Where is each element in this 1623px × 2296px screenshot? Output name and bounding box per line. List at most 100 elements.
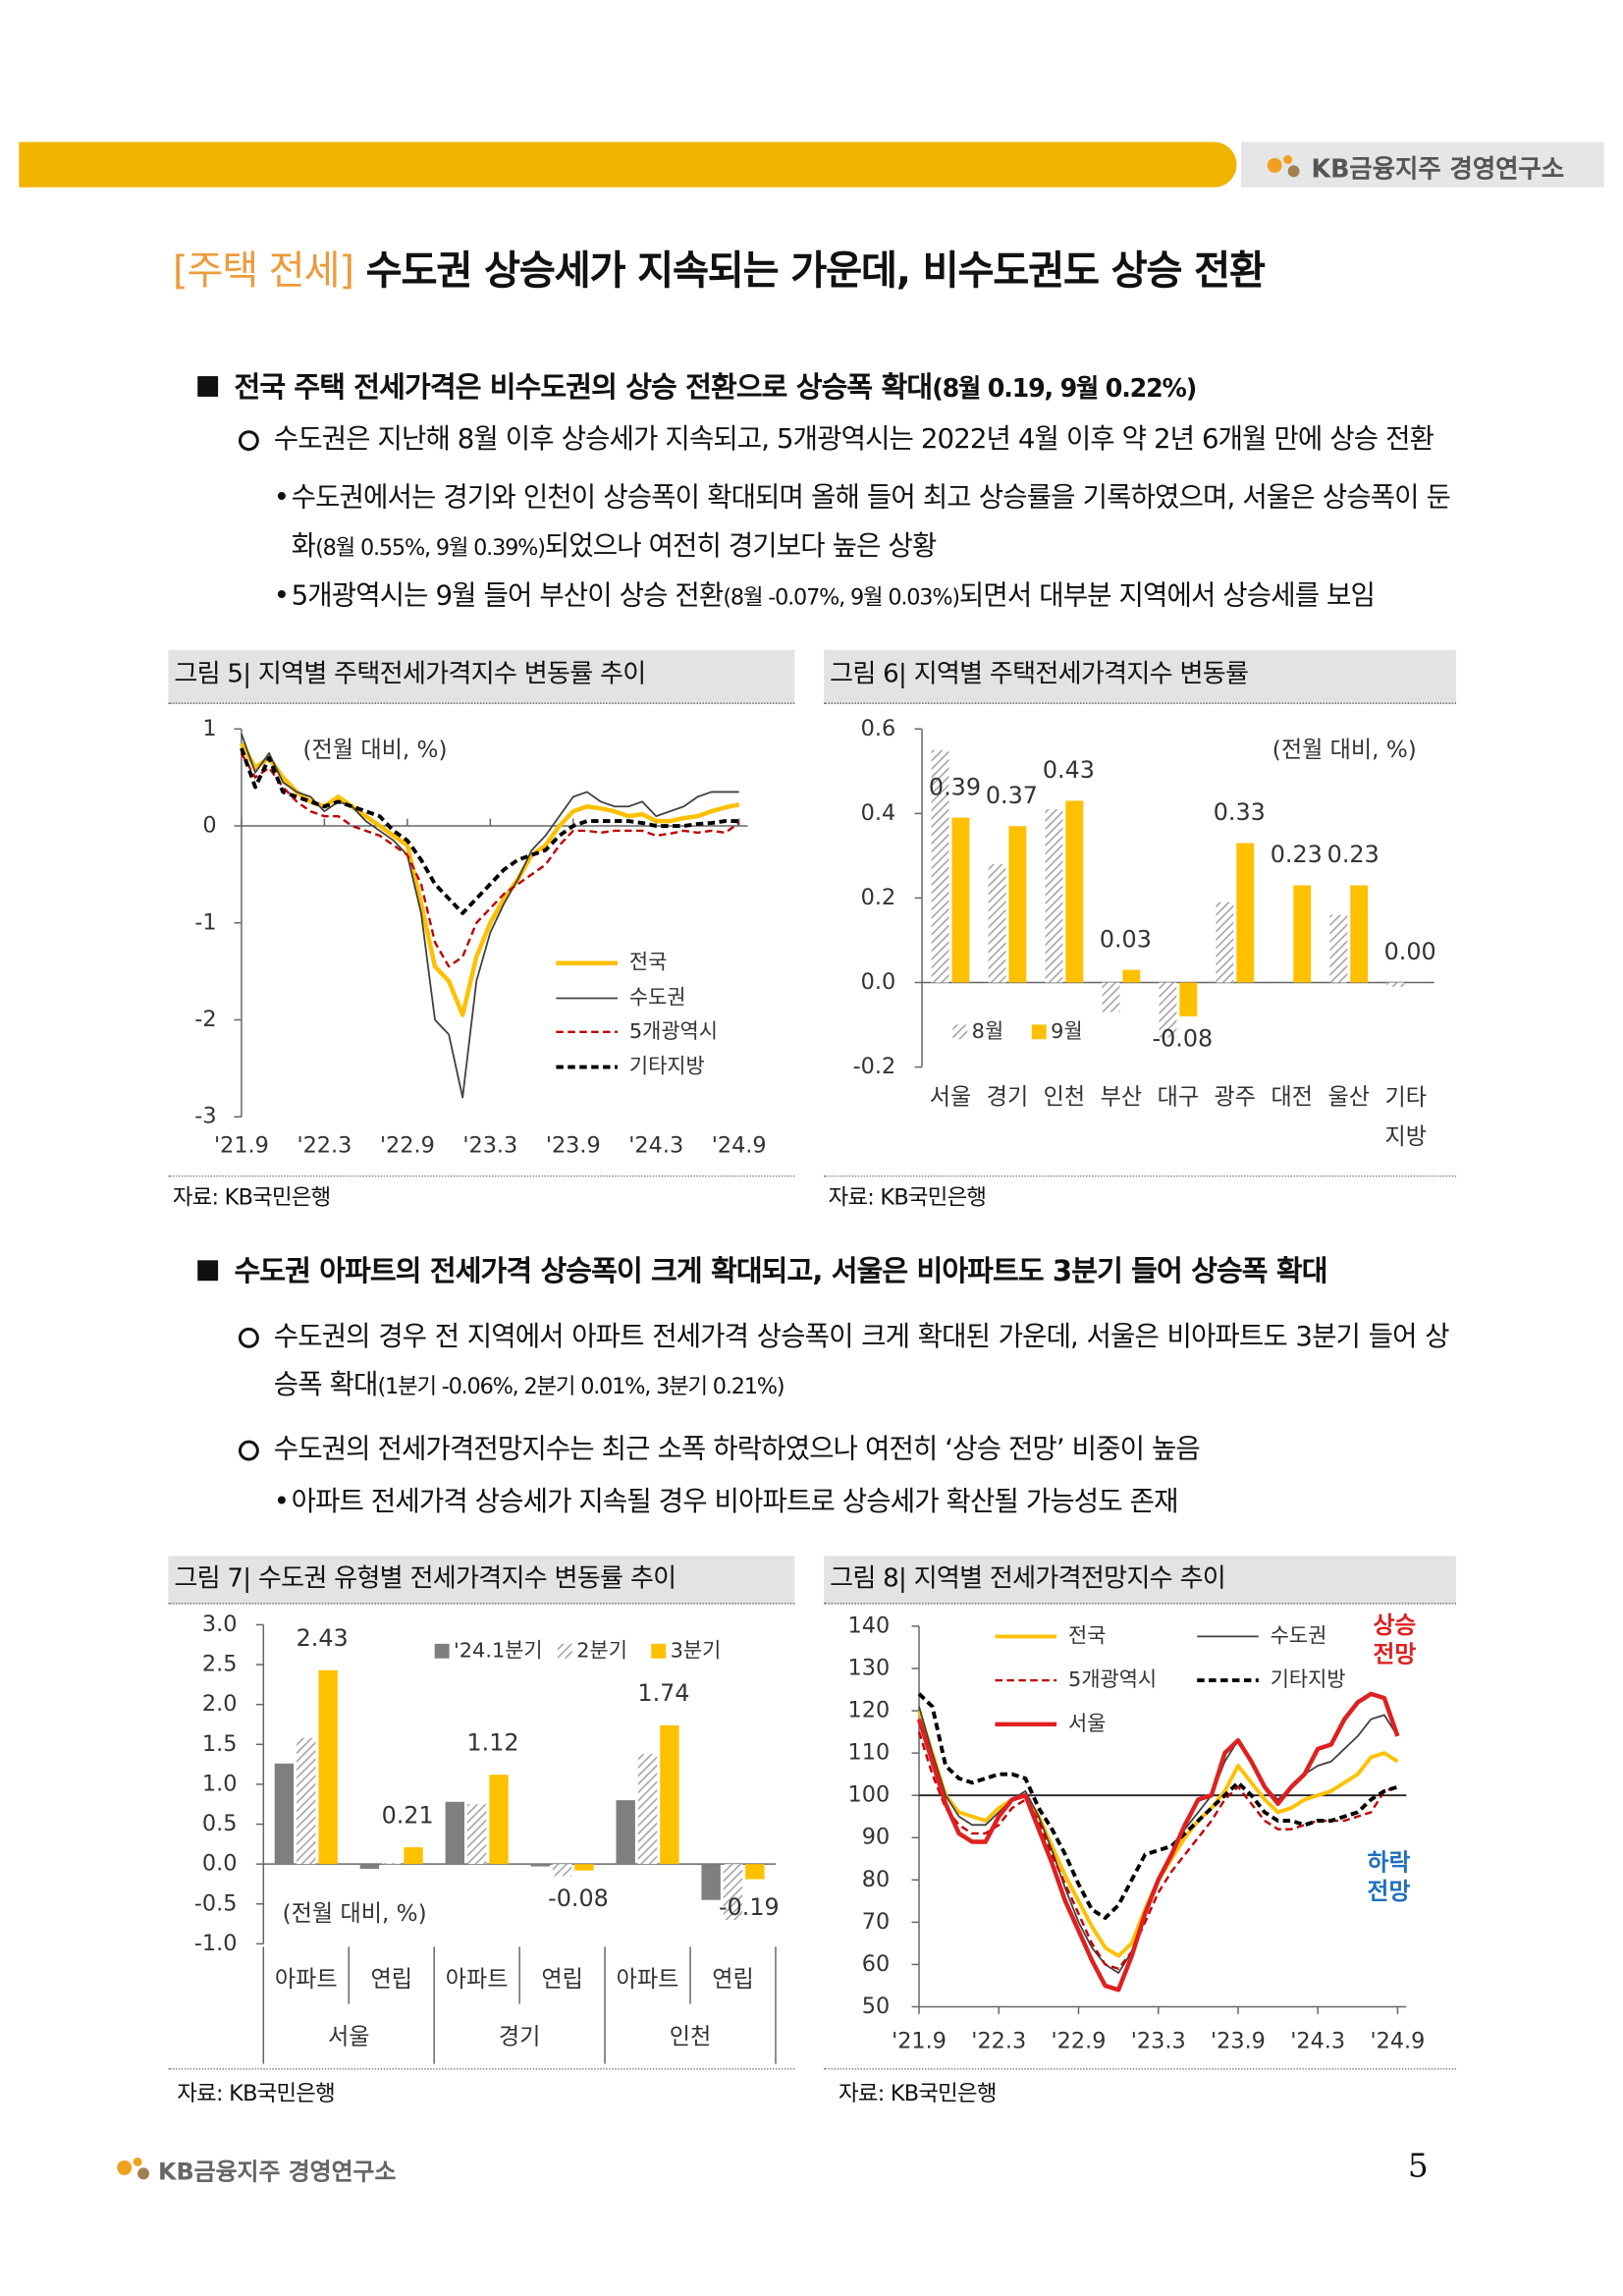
x-tick-label: 아파트 <box>617 1967 679 1993</box>
legend-swatch <box>434 1643 450 1659</box>
y-tick-label: -0.5 <box>194 1890 238 1916</box>
value-label: 0.33 <box>1214 798 1266 826</box>
legend-label: 수도권 <box>629 986 686 1010</box>
bar <box>1065 800 1084 983</box>
rule <box>168 1175 795 1177</box>
x-tick-label: '23.3 <box>1131 2029 1186 2054</box>
x-tick-label: 인천 <box>1044 1084 1086 1110</box>
bar <box>1386 982 1405 987</box>
x-tick-label: 아파트 <box>446 1967 509 1993</box>
y-tick-label: 1 <box>202 716 216 741</box>
y-tick-label: 60 <box>862 1951 890 1977</box>
page-number: 5 <box>1407 2149 1429 2186</box>
bar <box>931 749 949 983</box>
x-tick-label: 부산 <box>1101 1084 1143 1110</box>
bar <box>445 1801 464 1865</box>
point-text: 수도권의 경우 전 지역에서 아파트 전세가격 상승폭이 크게 확대된 가운데,… <box>274 1313 1450 1411</box>
subpoint: 5개광역시는 9월 들어 부산이 상승 전환(8월 -0.07%, 9월 0.0… <box>292 573 1376 623</box>
value-label: -0.19 <box>719 1893 780 1921</box>
bar <box>1236 843 1255 983</box>
bar <box>1179 982 1198 1016</box>
x-tick-label: '21.9 <box>892 2029 947 2054</box>
section-heading: 수도권 아파트의 전세가격 상승폭이 크게 확대되고, 서울은 비아파트도 3분… <box>234 1254 1327 1288</box>
x-tick-label: 연립 <box>712 1967 754 1993</box>
circle-bullet <box>238 1440 259 1461</box>
legend-label: 2분기 <box>576 1638 627 1662</box>
line-series <box>916 1691 1400 1993</box>
sub-text: 수도권에서는 경기와 인천이 상승폭이 확대되며 올해 들어 최고 상승률을 기… <box>291 482 1451 563</box>
header-brand-box: KB금융지주 경영연구소 <box>1240 141 1604 188</box>
group-label: 서울 <box>328 2024 370 2050</box>
x-tick-label: '22.9 <box>1052 2029 1107 2054</box>
legend-label: 5개광역시 <box>629 1019 718 1043</box>
page-title: [주택 전세] 수도권 상승세가 지속되는 가운데, 비수도권도 상승 전환 <box>173 239 1266 296</box>
value-label: 1.12 <box>467 1728 519 1756</box>
value-label: 2.43 <box>297 1624 349 1652</box>
point-text: 수도권은 지난해 8월 이후 상승세가 지속되고, 5개광역시는 2022년 4… <box>273 424 1434 456</box>
value-label: -0.08 <box>1152 1024 1213 1052</box>
x-tick-label: 대전 <box>1271 1084 1314 1110</box>
line-series <box>917 1692 1399 1920</box>
x-tick-label: '24.9 <box>1370 2029 1425 2054</box>
dot-bullet: • <box>273 1487 290 1518</box>
value-label: 0.39 <box>929 773 981 800</box>
figure-source: 자료: KB국민은행 <box>839 2080 997 2106</box>
legend-label: '24.1분기 <box>454 1638 543 1662</box>
bar <box>359 1864 380 1870</box>
figure-source: 자료: KB국민은행 <box>177 2080 335 2106</box>
bar <box>489 1775 509 1865</box>
y-tick-label: 110 <box>848 1740 891 1766</box>
dot-bullet: • <box>273 580 290 613</box>
bar <box>1159 982 1177 1038</box>
circle-bullet <box>238 1327 259 1348</box>
legend-label: 전국 <box>1068 1623 1106 1647</box>
footer-icon <box>117 2157 150 2180</box>
bar <box>701 1864 721 1900</box>
x-tick-label: 연립 <box>370 1967 412 1993</box>
bar <box>637 1754 658 1865</box>
group-label: 인천 <box>670 2024 712 2050</box>
value-label: 0.23 <box>1327 841 1380 868</box>
header-brand: KB금융지주 경영연구소 <box>1311 154 1565 185</box>
line-series <box>240 747 739 915</box>
legend-label: 수도권 <box>1271 1623 1327 1647</box>
y-tick-label: 0 <box>202 813 216 839</box>
legend-label: 서울 <box>1068 1712 1106 1735</box>
chart: 50 60 70 80 90 100 110 120 130 140 '21.9 '22.3 '22.9… <box>848 1611 1426 2054</box>
x-tick-label: '24.9 <box>712 1133 767 1159</box>
line-series <box>241 733 739 1099</box>
annotation: 하락 전망 <box>1368 1848 1411 1905</box>
legend-label: 8월 <box>972 1019 1003 1043</box>
y-tick-label: -0.2 <box>853 1054 896 1079</box>
y-tick-label: 140 <box>848 1613 891 1638</box>
bar <box>466 1804 487 1865</box>
value-label: 0.23 <box>1271 841 1323 868</box>
bar <box>297 1737 316 1865</box>
y-tick-label: 120 <box>848 1698 891 1723</box>
bar <box>1350 885 1369 983</box>
value-label: 1.74 <box>637 1679 689 1707</box>
value-label: 0.43 <box>1043 756 1095 784</box>
rule <box>824 2068 1457 2070</box>
y-tick-label: -2 <box>194 1007 216 1032</box>
figure-source: 자료: KB국민은행 <box>828 1183 987 1211</box>
bar <box>1216 902 1234 983</box>
sub-note: (8월 0.55%, 9월 0.39%) <box>315 534 546 561</box>
annotation: 상승 전망 <box>1374 1611 1417 1667</box>
y-tick-label: 0.6 <box>861 716 896 741</box>
bar <box>404 1847 423 1865</box>
value-label: 0.03 <box>1100 925 1152 953</box>
x-tick-label: '21.9 <box>214 1133 269 1159</box>
bar <box>574 1864 594 1871</box>
x-tick-label: 기타 지방 <box>1384 1084 1427 1149</box>
y-tick-label: 1.5 <box>202 1731 238 1757</box>
y-tick-label: 0.0 <box>202 1851 238 1877</box>
bar <box>723 1864 743 1921</box>
legend-swatch <box>952 1024 968 1040</box>
square-bullet <box>197 1260 219 1282</box>
legend-label: 기타지방 <box>629 1055 705 1078</box>
legend-label: 5개광역시 <box>1068 1667 1157 1691</box>
legend-label: 전국 <box>629 951 667 974</box>
legend-swatch <box>1031 1024 1047 1040</box>
y-tick-label: 3.0 <box>202 1612 238 1637</box>
